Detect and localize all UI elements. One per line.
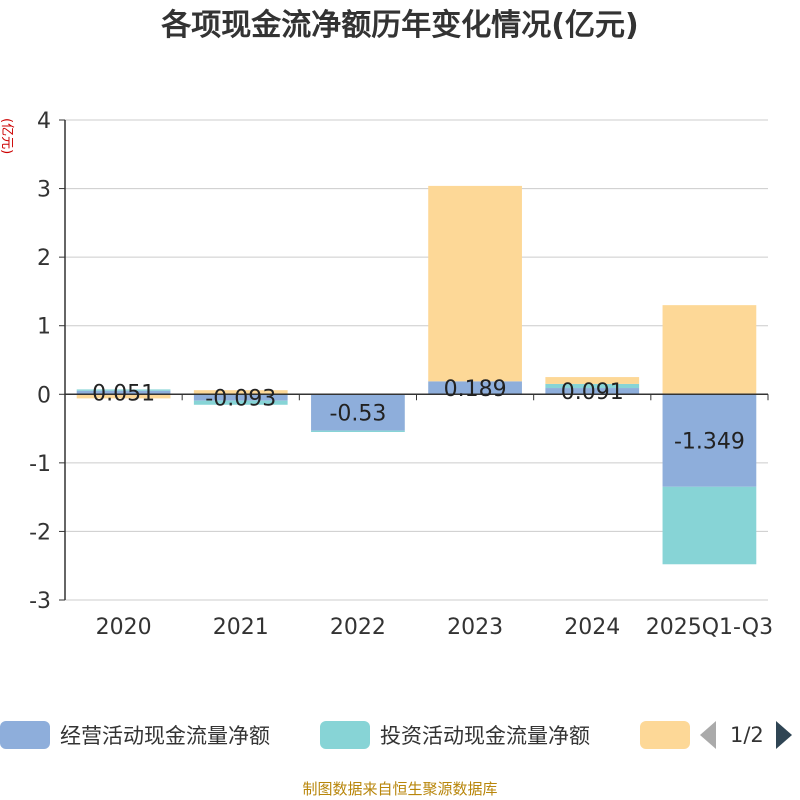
data-label: -0.093 — [205, 386, 276, 411]
data-label: 0.051 — [92, 382, 155, 407]
bar-operating — [193, 394, 288, 401]
x-tick-label: 2025Q1-Q3 — [646, 615, 773, 640]
bar-investing — [193, 400, 288, 405]
data-label: -0.53 — [329, 401, 386, 426]
bar-operating — [311, 394, 405, 431]
legend-item-financing[interactable] — [640, 718, 700, 752]
data-label: 0.189 — [444, 377, 507, 402]
y-tick-label: -1 — [29, 452, 51, 477]
bar-financing — [662, 305, 757, 395]
y-tick-label: -3 — [29, 589, 51, 614]
data-label: 0.091 — [561, 380, 624, 405]
bar-financing — [545, 377, 640, 384]
chevron-right-icon[interactable] — [775, 721, 792, 749]
bar-operating — [76, 390, 171, 395]
y-tick-label: 3 — [37, 178, 51, 203]
legend-swatch-investing — [320, 721, 370, 749]
y-tick-label: 0 — [37, 383, 51, 408]
legend-page-indicator: 1/2 — [730, 723, 764, 747]
bar-financing — [76, 394, 171, 399]
y-tick-label: 2 — [37, 246, 51, 271]
x-tick-label: 2022 — [330, 615, 386, 640]
legend-swatch-operating — [0, 721, 50, 749]
legend-label-operating: 经营活动现金流量净额 — [60, 724, 270, 748]
legend-label-investing: 投资活动现金流量净额 — [380, 724, 590, 748]
legend: 经营活动现金流量净额 投资活动现金流量净额 — [0, 718, 800, 752]
x-tick-label: 2023 — [447, 615, 503, 640]
bar-operating — [428, 381, 522, 395]
x-tick-label: 2021 — [213, 615, 269, 640]
chart-plot: 4 3 2 1 0 -1 -2 -3 0.051 -0.093 -0.53 0.189 0.091 -1.… — [29, 109, 773, 640]
bar-operating — [545, 388, 640, 395]
bar-investing — [662, 486, 757, 565]
legend-item-operating[interactable]: 经营活动现金流量净额 — [0, 718, 270, 752]
bar-operating — [662, 394, 757, 487]
bar-investing — [311, 430, 405, 432]
data-label: -1.349 — [674, 430, 745, 455]
bar-investing — [545, 383, 640, 389]
source-note: 制图数据来自恒生聚源数据库 — [302, 780, 498, 798]
bar-investing — [76, 389, 171, 391]
legend-swatch-financing — [640, 721, 690, 749]
x-tick-label: 2024 — [564, 615, 620, 640]
chevron-left-icon[interactable] — [700, 721, 716, 749]
legend-item-investing[interactable]: 投资活动现金流量净额 — [320, 718, 590, 752]
y-tick-label: 4 — [37, 109, 51, 134]
x-tick-label: 2020 — [96, 615, 152, 640]
bar-financing — [428, 185, 522, 382]
y-tick-label: 1 — [37, 315, 51, 340]
legend-pager: 1/2 — [700, 718, 792, 752]
bar-financing — [193, 390, 288, 395]
y-tick-label: -2 — [29, 520, 51, 545]
chart-title: 各项现金流净额历年变化情况(亿元) — [161, 8, 639, 43]
